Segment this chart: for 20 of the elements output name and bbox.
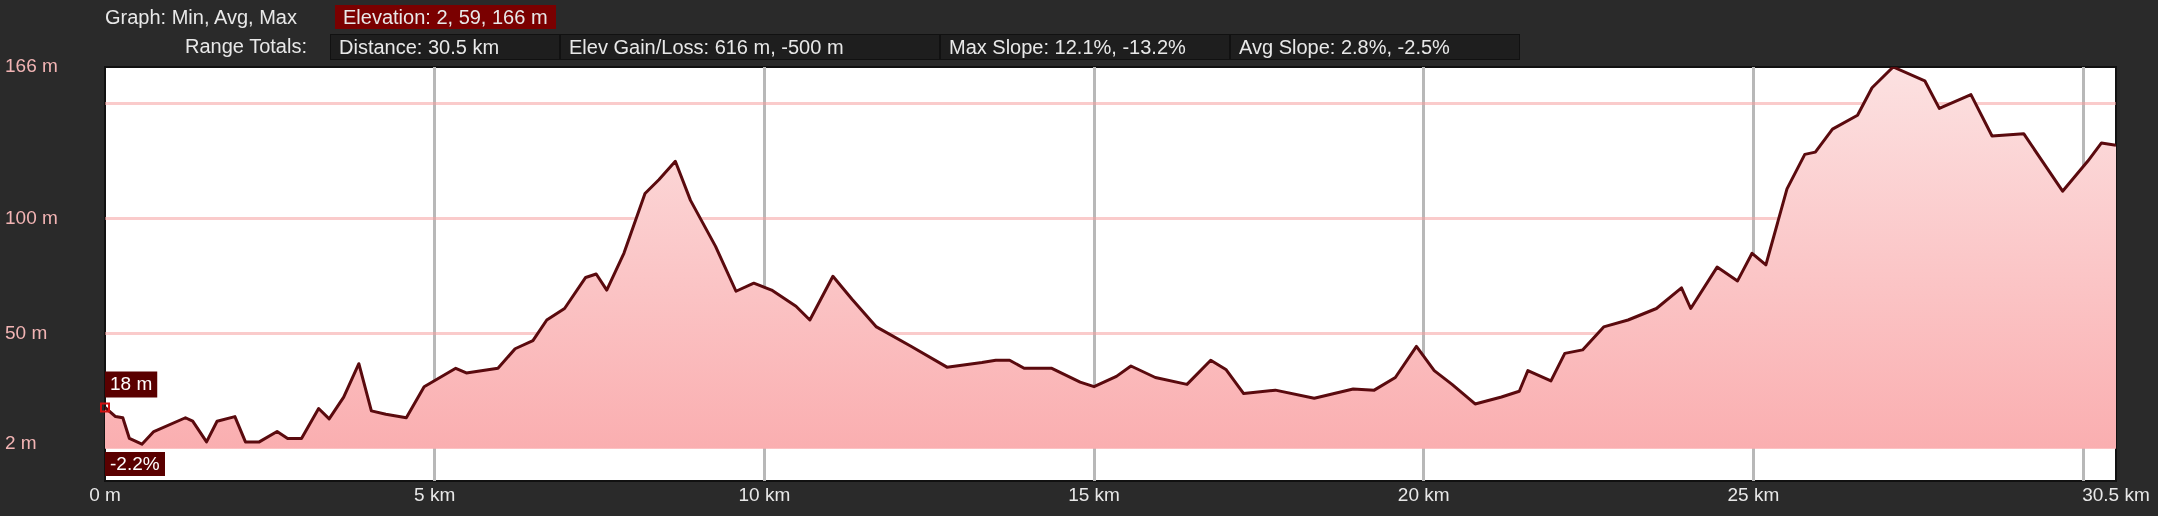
text: Elevation: 2, 59, 166 m	[335, 5, 556, 29]
y-tick-label: 166 m	[5, 55, 58, 77]
x-tick-label: 5 km	[414, 483, 456, 505]
text: Max Slope: 12.1%, -13.2%	[940, 34, 1230, 60]
x-tick-label: 30.5 km	[2082, 483, 2150, 505]
y-tick-label: 2 m	[5, 432, 37, 454]
annotation: 18 m	[110, 372, 153, 394]
y-tick-label: 100 m	[5, 207, 58, 229]
x-tick-label: 10 km	[738, 483, 791, 505]
text: Elev Gain/Loss: 616 m, -500 m	[560, 34, 940, 60]
text: Graph: Min, Avg, Max	[105, 5, 297, 29]
text: Range Totals:	[185, 34, 307, 58]
x-tick-label: 15 km	[1068, 483, 1120, 505]
y-tick-label: 50 m	[5, 322, 48, 344]
x-tick-label: 25 km	[1727, 483, 1780, 505]
x-tick-label: 0 m	[89, 483, 121, 505]
text: Avg Slope: 2.8%, -2.5%	[1230, 34, 1520, 60]
annotation: -2.2%	[105, 452, 165, 476]
text: Distance: 30.5 km	[330, 34, 560, 60]
x-tick-label: 20 km	[1397, 483, 1450, 505]
